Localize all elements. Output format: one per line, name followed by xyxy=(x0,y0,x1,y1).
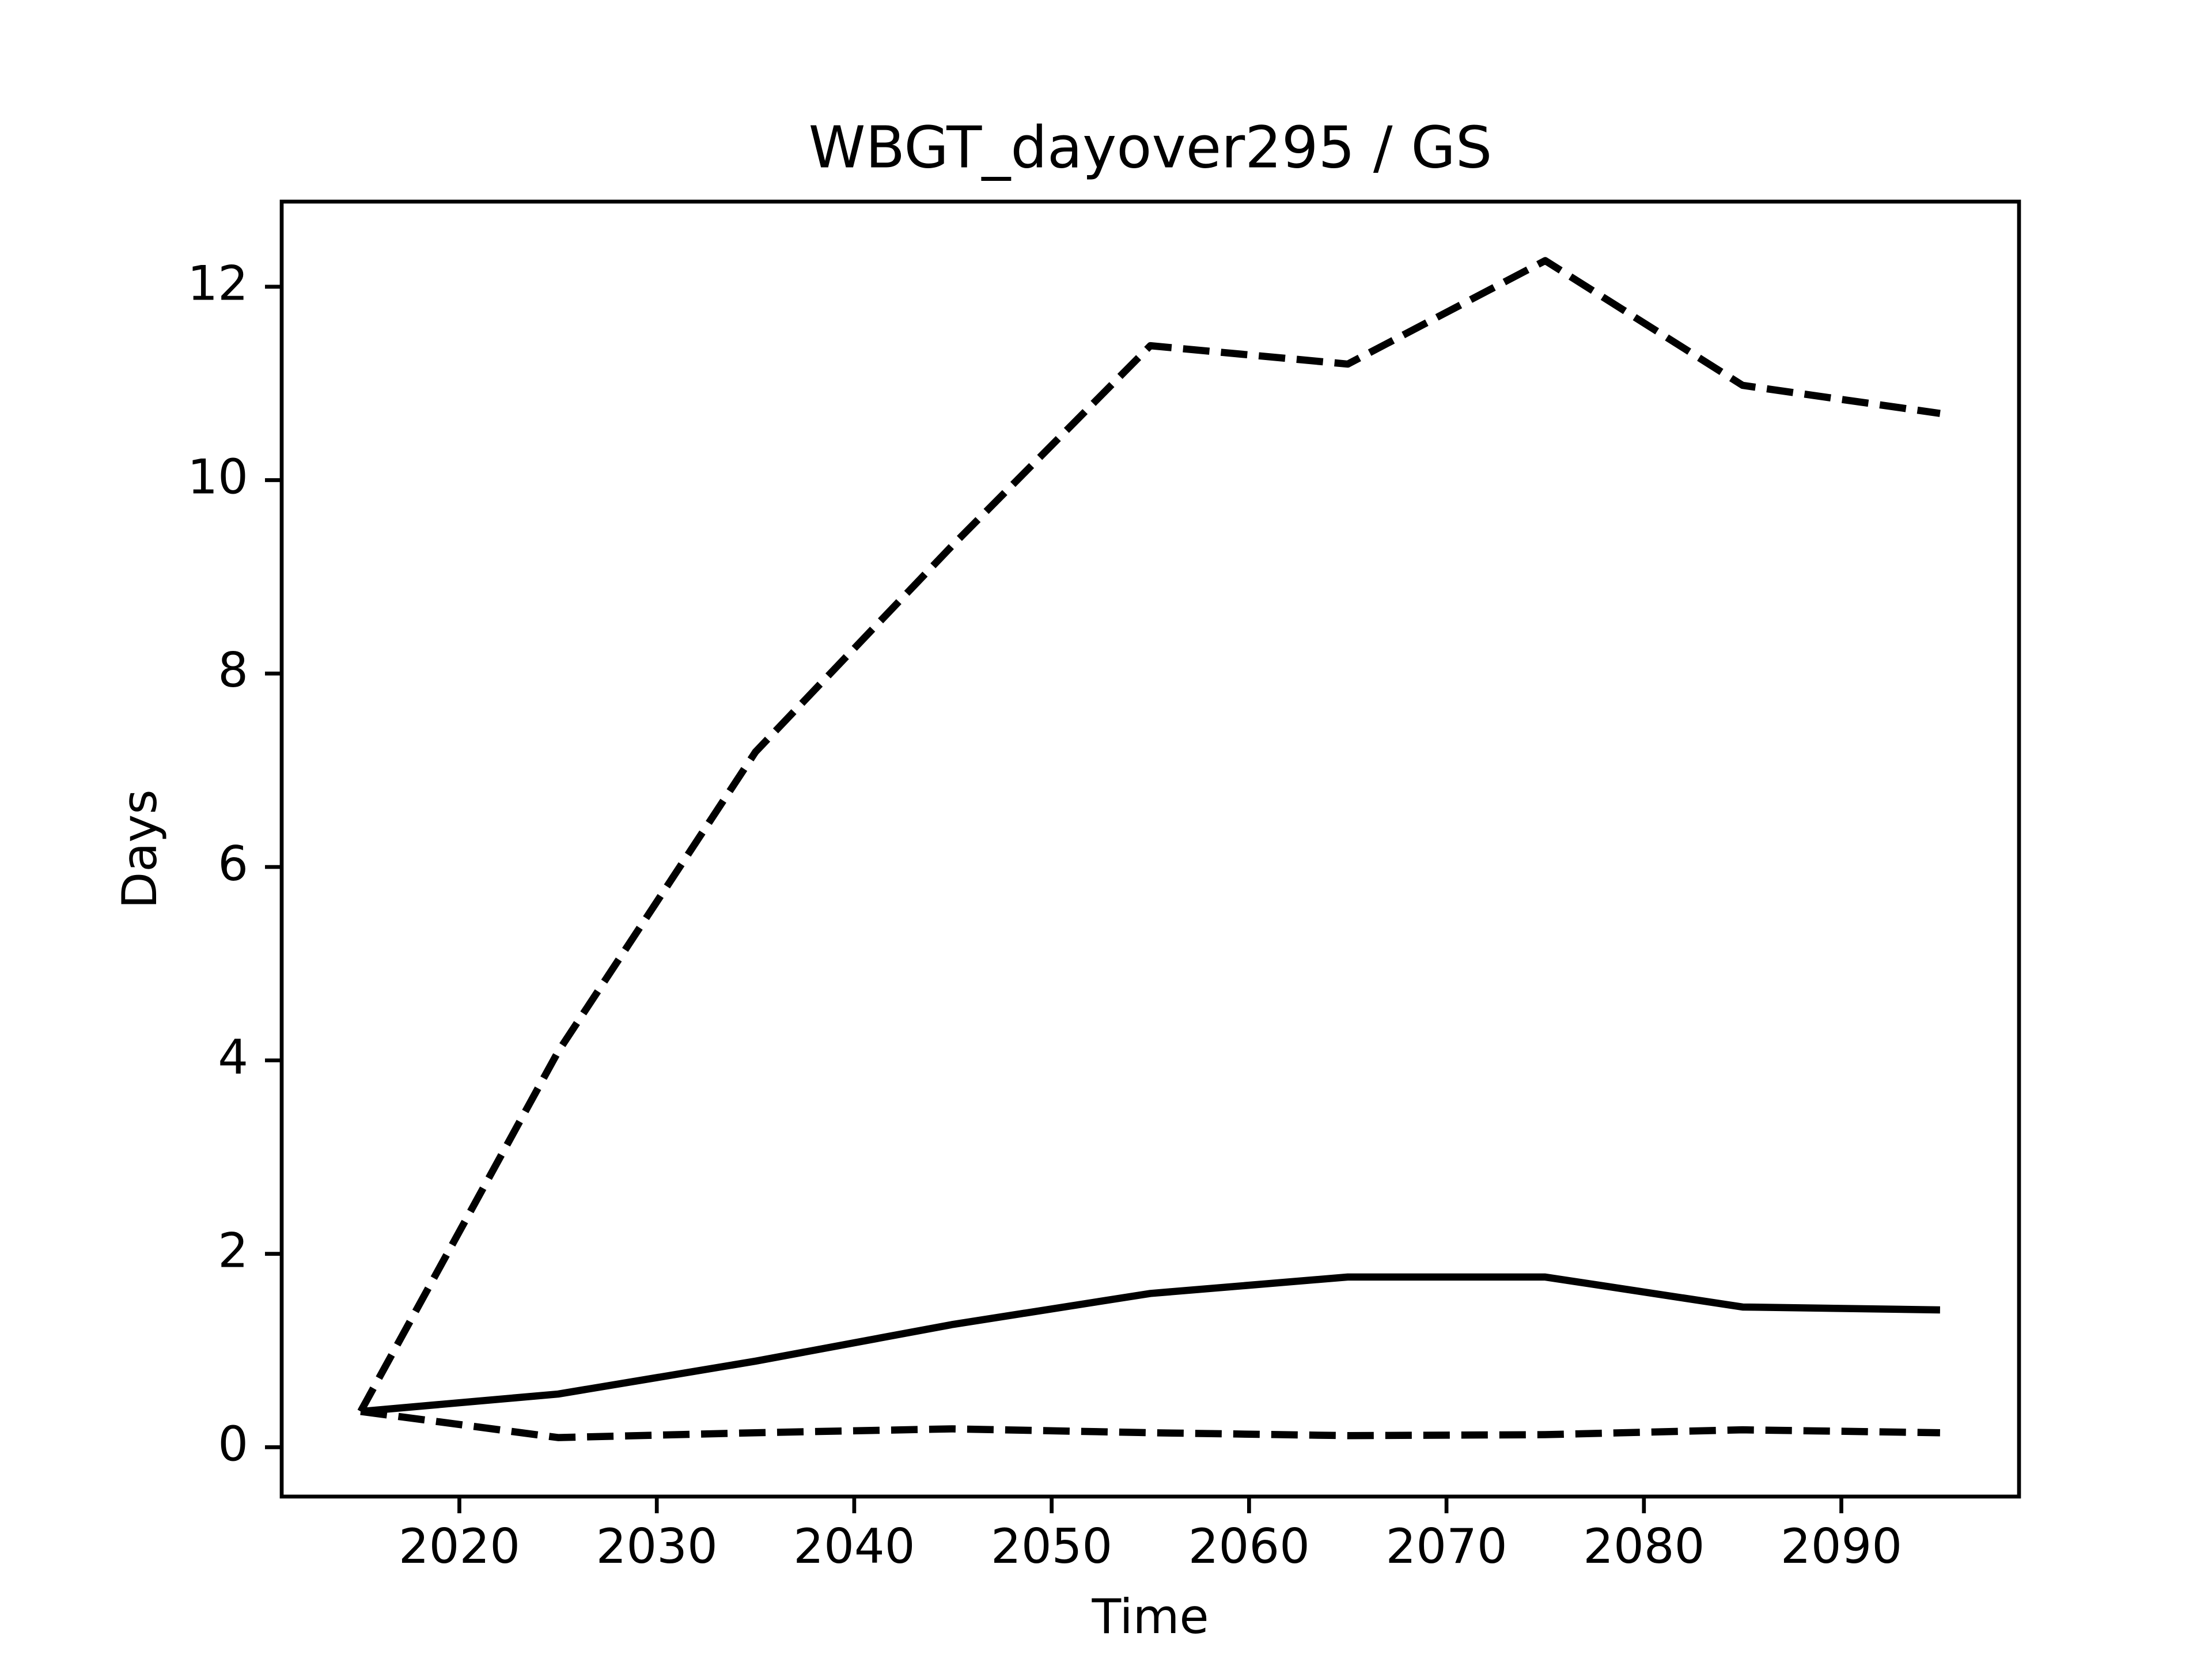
y-tick-label: 12 xyxy=(187,256,248,312)
x-tick-label: 2050 xyxy=(991,1518,1112,1574)
x-tick-label: 2030 xyxy=(596,1518,718,1574)
x-axis-label: Time xyxy=(1091,1589,1209,1645)
chart-title: WBGT_dayover295 / GS xyxy=(809,113,1493,181)
y-tick-label: 0 xyxy=(218,1416,248,1472)
data-line xyxy=(360,1273,1941,1415)
y-tick-label: 2 xyxy=(218,1223,248,1279)
y-axis-label: Days xyxy=(112,789,168,908)
x-tick-label: 2070 xyxy=(1385,1518,1507,1574)
x-tick-label: 2080 xyxy=(1583,1518,1705,1574)
y-tick-label: 10 xyxy=(187,449,248,505)
data-line xyxy=(357,257,1941,1414)
x-tick-label: 2060 xyxy=(1188,1518,1310,1574)
y-tick-label: 6 xyxy=(218,836,248,892)
y-tick-label: 8 xyxy=(218,642,248,698)
x-tick-label: 2020 xyxy=(399,1518,520,1574)
x-tick-label: 2090 xyxy=(1781,1518,1902,1574)
plot-frame xyxy=(279,199,2021,1499)
data-line xyxy=(360,1408,1941,1441)
x-tick-label: 2040 xyxy=(793,1518,915,1574)
y-tick-label: 4 xyxy=(218,1029,248,1085)
